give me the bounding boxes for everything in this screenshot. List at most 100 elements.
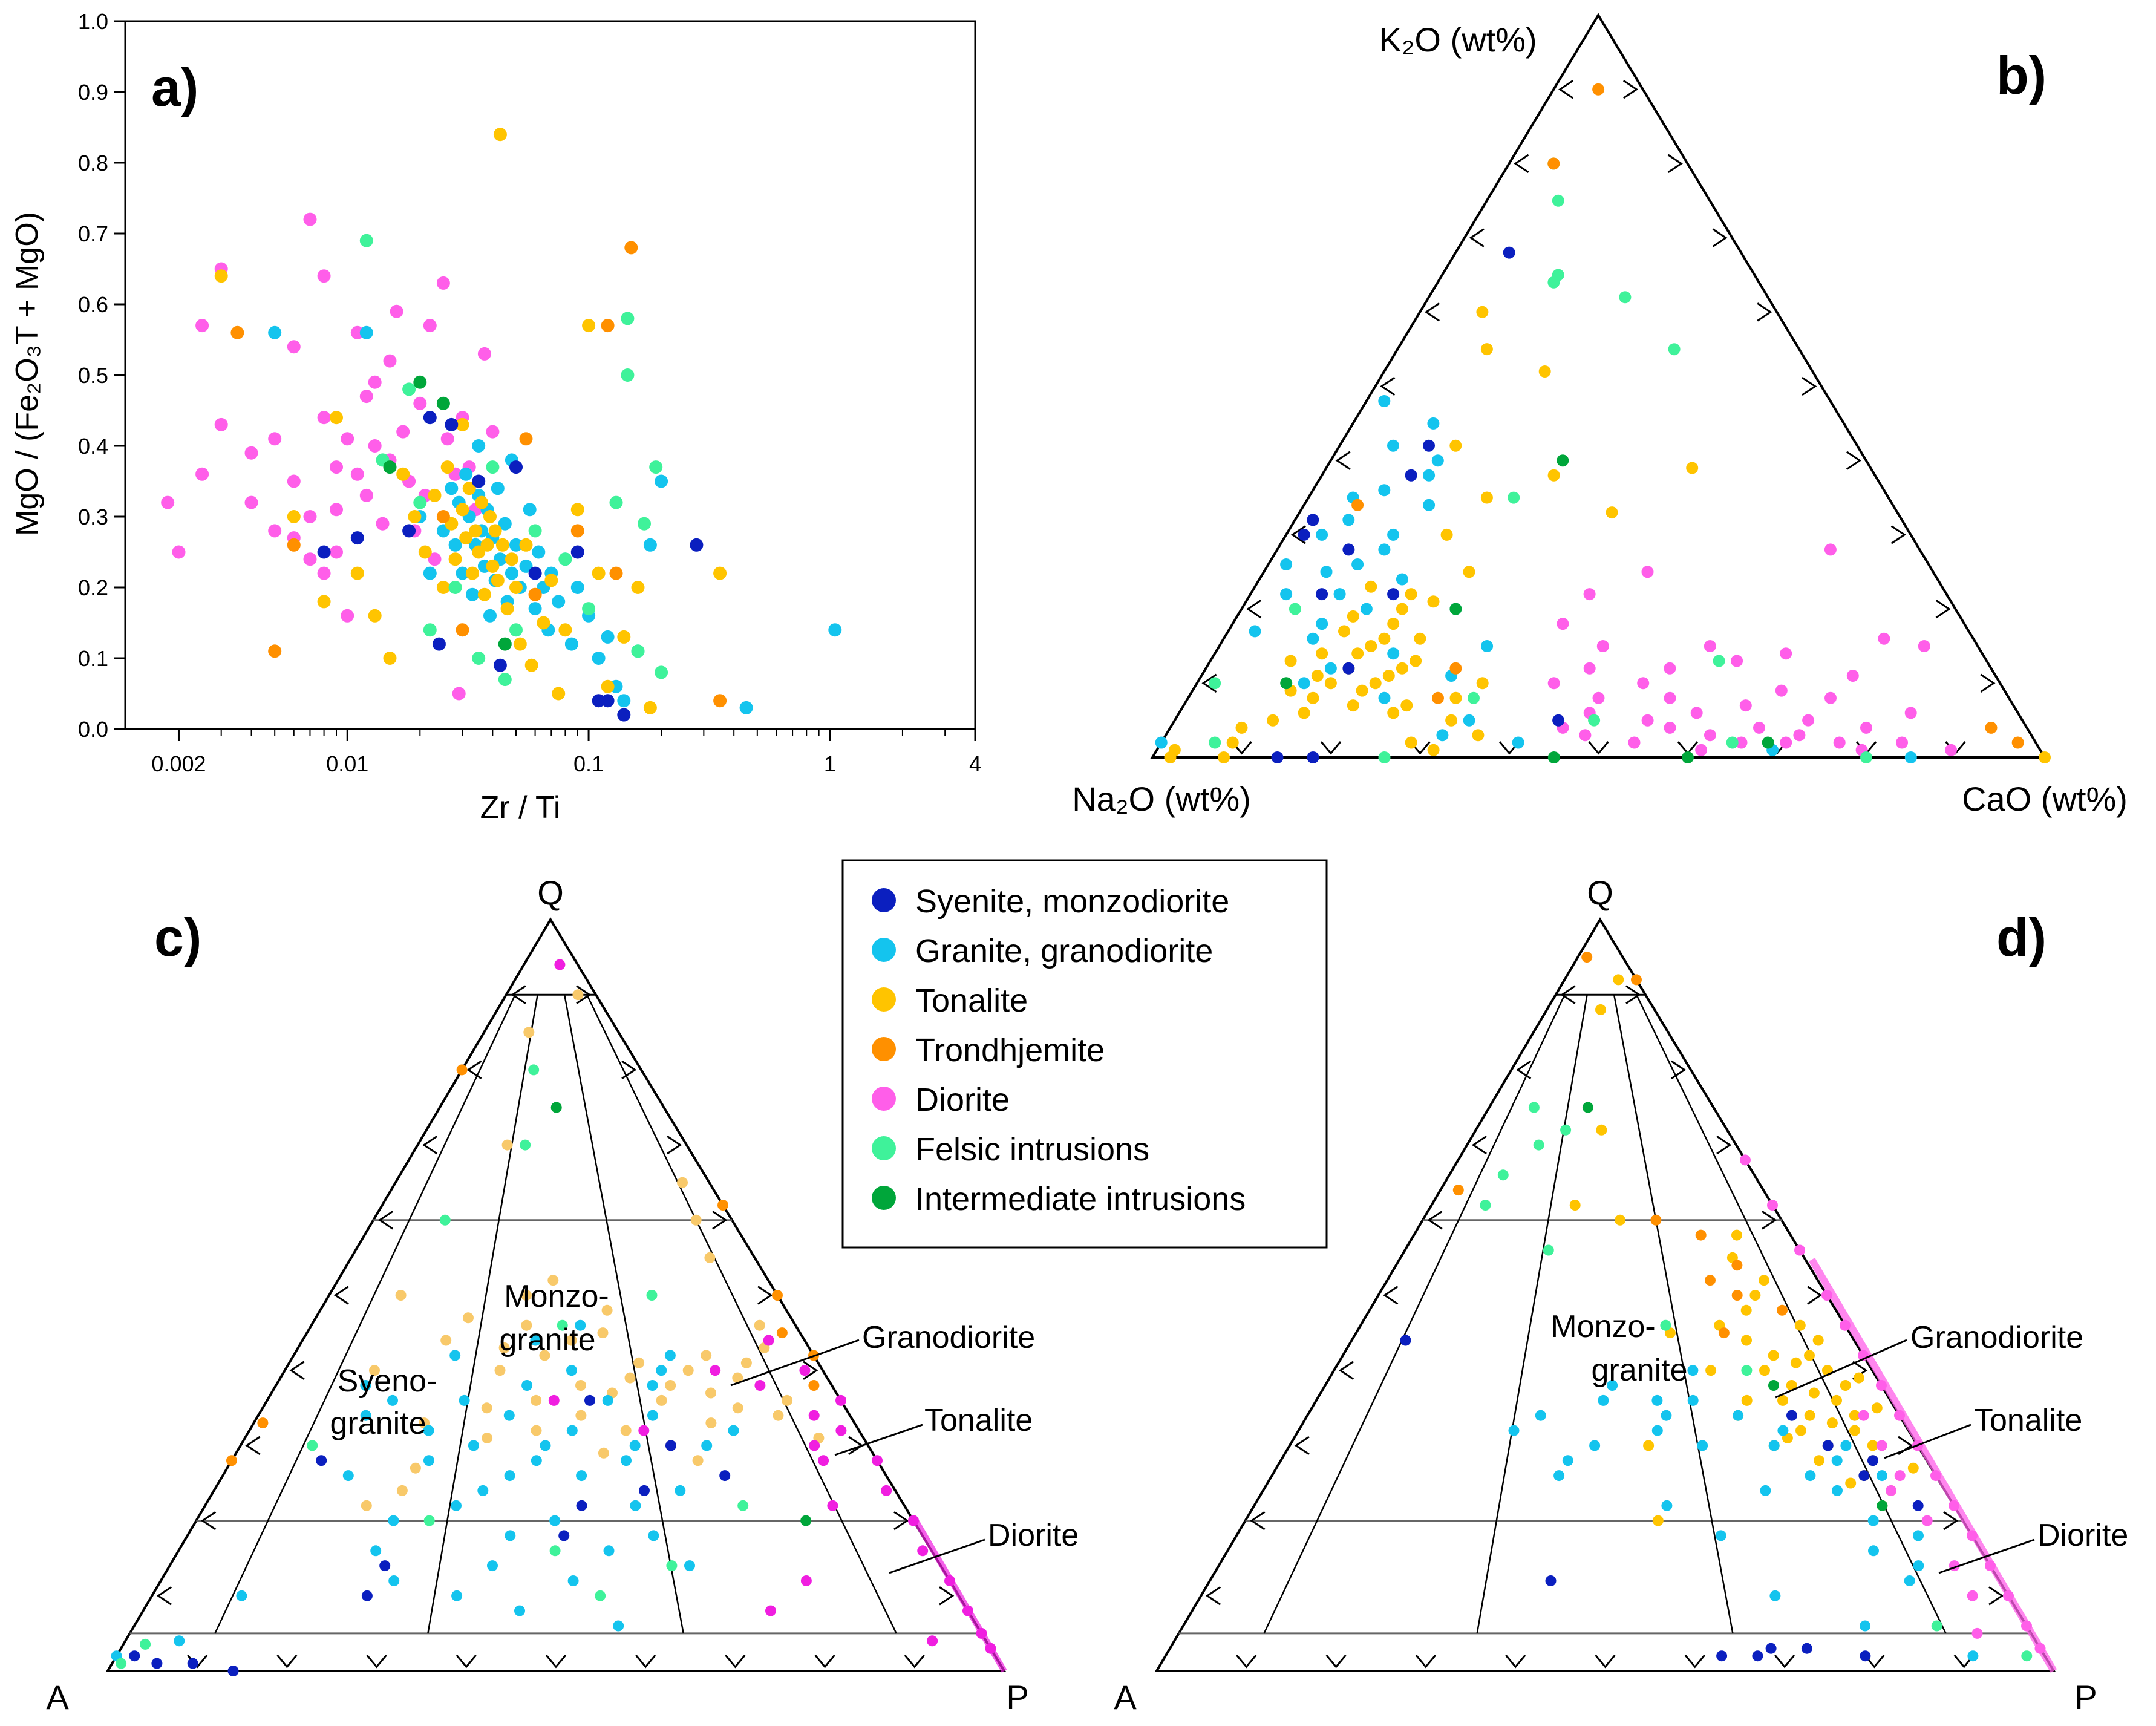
edge-tick bbox=[1558, 80, 1574, 99]
legend-marker-granite bbox=[872, 938, 896, 962]
point-a-tonalite bbox=[513, 637, 527, 651]
point-c-granite-granodiorite bbox=[487, 1560, 498, 1572]
point-b-granite-granodiorite bbox=[1481, 640, 1494, 652]
point-a-tonalite bbox=[601, 679, 615, 693]
edge-tick bbox=[366, 1655, 387, 1669]
edge-tick bbox=[156, 1586, 172, 1606]
point-b-diorite bbox=[1753, 721, 1765, 734]
edge-tick bbox=[1988, 1586, 2004, 1606]
edge-tick bbox=[1250, 1511, 1266, 1531]
point-c-granite-granodiorite bbox=[675, 1485, 686, 1496]
point-a-syenite-monzodiorite bbox=[423, 411, 437, 425]
point-c-diorite bbox=[908, 1515, 919, 1526]
point-d-syenite-monzodiorite bbox=[1912, 1500, 1924, 1511]
point-b-tonalite bbox=[1463, 566, 1475, 578]
point-b-felsic-intrusions bbox=[1547, 276, 1560, 289]
point-c-trondhjemite bbox=[808, 1380, 820, 1391]
edge-tick bbox=[814, 1655, 835, 1669]
point-a-syenite-monzodiorite bbox=[317, 545, 331, 559]
edge-tick bbox=[1471, 1135, 1487, 1155]
point-d-diorite bbox=[2034, 1643, 2046, 1654]
point-d-diorite bbox=[1894, 1470, 1906, 1482]
point-c-granite-granodiorite bbox=[342, 1470, 354, 1482]
point-c-syenite-monzodiorite bbox=[187, 1658, 198, 1669]
point-d-tonalite bbox=[1853, 1372, 1864, 1384]
point-a-diorite bbox=[317, 269, 331, 283]
point-b-tonalite bbox=[1472, 729, 1485, 742]
point-a-diorite bbox=[376, 517, 390, 531]
point-c-diorite bbox=[638, 1425, 650, 1436]
point-a-diorite bbox=[268, 432, 282, 446]
point-b-granite-granodiorite bbox=[1351, 558, 1364, 570]
qap-field-line bbox=[1263, 994, 1566, 1634]
point-a-tonalite bbox=[440, 460, 454, 474]
edge-tick bbox=[939, 1586, 955, 1606]
point-a-diorite bbox=[303, 552, 317, 566]
point-c-granite-granodiorite bbox=[728, 1425, 739, 1436]
point-b-tonalite bbox=[1480, 343, 1493, 356]
panel-c-ticks bbox=[156, 985, 955, 1669]
point-b-granite-granodiorite bbox=[1387, 439, 1399, 452]
point-a-tonalite bbox=[493, 128, 507, 142]
point-b-tonalite bbox=[1538, 365, 1551, 378]
point-c-granite-granodiorite bbox=[459, 1394, 470, 1406]
legend-item: Trondhjemite bbox=[872, 1032, 1105, 1068]
point-a-syenite-monzodiorite bbox=[445, 417, 459, 431]
point-d-trondhjemite bbox=[1718, 1327, 1730, 1339]
edge-tick bbox=[1667, 154, 1683, 174]
point-d-trondhjemite bbox=[1452, 1185, 1464, 1196]
point-b-diorite bbox=[1704, 640, 1716, 652]
edge-tick bbox=[803, 1361, 818, 1380]
point-b-tonalite bbox=[1405, 588, 1417, 601]
point-a-tonalite bbox=[500, 602, 514, 616]
point-b-trondhjemite bbox=[1351, 499, 1364, 511]
point-b-granite-granodiorite bbox=[1298, 677, 1310, 690]
point-d-granite-granodiorite bbox=[1840, 1440, 1852, 1451]
point-d-syenite-monzodiorite bbox=[1752, 1650, 1763, 1662]
legend-marker-intermediate bbox=[872, 1186, 896, 1210]
point-c-granite-granodiorite bbox=[530, 1335, 541, 1346]
point-d-tonalite bbox=[1845, 1477, 1857, 1489]
point-b-tonalite bbox=[1311, 670, 1324, 682]
point-a-intermediate-intrusions bbox=[383, 460, 397, 474]
point-b-granite-granodiorite bbox=[1316, 528, 1328, 541]
point-b-tonalite bbox=[1168, 744, 1181, 756]
point-a-granite-granodiorite bbox=[423, 566, 437, 580]
point-c-syenite-monzodiorite bbox=[129, 1650, 140, 1662]
point-c-tonalite bbox=[531, 1425, 542, 1436]
point-c-tonalite bbox=[440, 1335, 452, 1346]
point-a-trondhjemite bbox=[570, 524, 584, 538]
point-b-granite-granodiorite bbox=[1320, 566, 1333, 578]
point-b-syenite-monzodiorite bbox=[1423, 439, 1435, 452]
point-a-felsic-intrusions bbox=[655, 665, 668, 679]
point-d-tonalite bbox=[1795, 1425, 1806, 1436]
edge-tick bbox=[1980, 673, 1996, 693]
qap-field-line bbox=[1636, 994, 1947, 1634]
point-d-syenite-monzodiorite bbox=[1765, 1643, 1777, 1654]
edge-tick bbox=[1625, 985, 1641, 1004]
leader-line-granodiorite-d bbox=[1775, 1339, 1907, 1399]
point-b-diorite bbox=[1592, 691, 1605, 704]
point-b-diorite bbox=[1846, 670, 1859, 682]
panel-b-label: b) bbox=[1996, 45, 2047, 105]
point-d-trondhjemite bbox=[1581, 952, 1593, 963]
point-b-tonalite bbox=[1547, 469, 1560, 482]
edge-tick bbox=[1201, 673, 1217, 693]
leader-line-granodiorite bbox=[730, 1339, 860, 1387]
point-a-tonalite bbox=[582, 319, 596, 333]
point-d-felsic-intrusions bbox=[1533, 1139, 1544, 1151]
panel-d-ticks bbox=[1205, 985, 2004, 1669]
panel-a-points bbox=[161, 128, 842, 722]
point-c-tonalite bbox=[754, 1319, 765, 1331]
point-b-trondhjemite bbox=[1985, 721, 1998, 734]
edge-tick bbox=[1560, 985, 1576, 1004]
point-a-syenite-monzodiorite bbox=[528, 566, 542, 580]
point-a-tonalite bbox=[592, 566, 606, 580]
field-label-monzogranite-d-2: granite bbox=[1592, 1353, 1688, 1388]
point-a-diorite bbox=[423, 319, 437, 333]
point-c-tonalite bbox=[773, 1410, 784, 1421]
point-b-granite-granodiorite bbox=[1360, 603, 1373, 615]
point-c-tonalite bbox=[782, 1394, 793, 1406]
point-b-tonalite bbox=[1387, 618, 1400, 630]
point-c-granite-granodiorite bbox=[567, 1575, 579, 1586]
